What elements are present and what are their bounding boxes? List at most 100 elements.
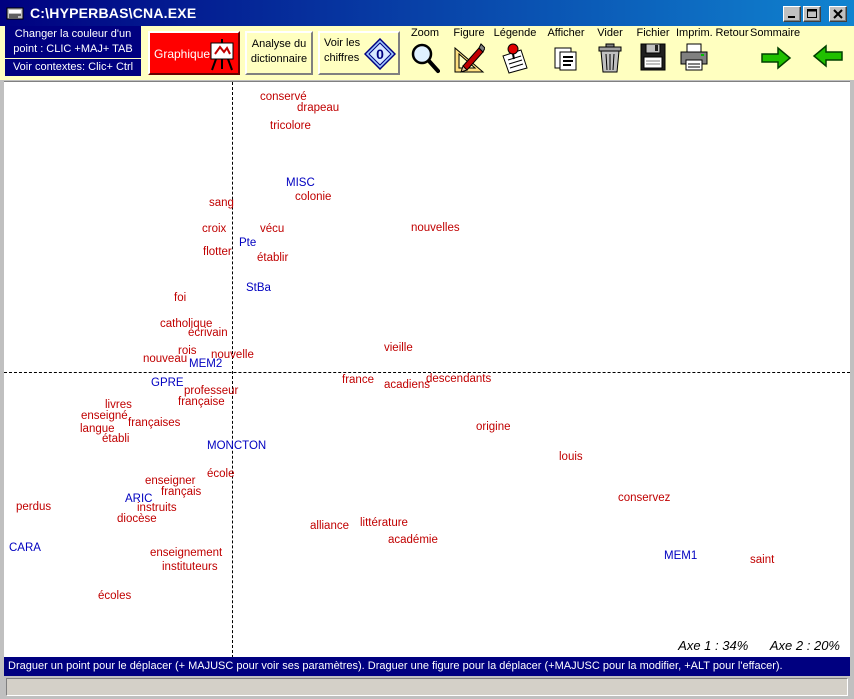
plot-point-39[interactable]: ARIC [125,493,153,505]
arrow-right-icon [732,42,733,43]
factor-map-plot[interactable]: conservé drapeau tricolore MISC colonie sang c… [4,81,850,658]
pencil-ruler-icon [454,43,485,73]
tool-vider-label: Vider [597,27,623,39]
plot-point-44[interactable]: alliance [310,520,349,532]
maximize-button[interactable] [803,6,821,22]
plot-point-33[interactable]: MONCTON [207,440,267,452]
tool-figure[interactable]: Figure [449,27,489,77]
tool-afficher[interactable]: Afficher [544,27,588,77]
plot-point-17[interactable]: rois [178,345,197,357]
voir-chiffres-button[interactable]: Voir les chiffres 0 [318,31,400,75]
tool-zoom[interactable]: Zoom [405,27,445,77]
plot-point-13[interactable]: foi [174,292,187,304]
plot-point-3[interactable]: MISC [286,177,315,189]
plot-point-36[interactable]: enseigner [145,475,196,487]
plot-point-18[interactable]: nouveau [143,353,188,365]
plot-point-16[interactable]: vieille [384,342,413,354]
plot-point-27[interactable]: livres [105,399,132,411]
plot-point-21[interactable]: GPRE [151,377,184,389]
tool-retour-label: Retour [715,27,749,39]
plot-point-30[interactable]: langue [80,423,115,435]
app-icon[interactable] [6,5,24,21]
diamond-zero-icon: 0 [364,38,396,70]
plot-point-34[interactable]: louis [559,451,583,463]
arrow-right-glyph[interactable] [760,46,792,70]
analyse-label: Analyse du dictionnaire [250,38,308,65]
tool-retour[interactable]: Retour [714,27,750,77]
axis2-percent: Axe 2 : 20% [769,638,840,653]
plot-point-22[interactable]: france [342,374,374,386]
plot-point-11[interactable]: établir [257,252,289,264]
arrow-left-glyph[interactable] [812,44,844,68]
plot-point-7[interactable]: vécu [260,223,285,235]
plot-point-29[interactable]: françaises [128,417,181,429]
horizontal-scrollbar[interactable] [6,678,848,696]
axis-horizontal [4,372,850,373]
graphique-label: Graphique [154,47,211,61]
plot-point-42[interactable]: diocèse [117,513,157,525]
plot-point-20[interactable]: MEM2 [189,358,223,370]
tool-fichier[interactable]: Fichier [634,27,672,77]
arrow-left-icon [774,42,775,43]
plot-point-41[interactable]: instruits [137,502,177,514]
plot-point-5[interactable]: sang [209,197,234,209]
plot-point-35[interactable]: école [207,468,235,480]
plot-point-24[interactable]: descendants [426,373,492,385]
minimize-icon [788,16,795,18]
plot-point-23[interactable]: acadiens [384,379,431,391]
plot-point-14[interactable]: catholique [160,318,213,330]
tool-afficher-label: Afficher [547,27,585,39]
graphique-button[interactable]: Graphique [148,31,240,75]
axis1-percent: Axe 1 : 34% [678,638,749,653]
analyse-dictionnaire-button[interactable]: Analyse du dictionnaire [245,31,313,75]
hint-change-color: Changer la couleur d'un point : CLIC +MA… [5,26,141,58]
tool-zoom-label: Zoom [410,27,440,39]
plot-point-51[interactable]: écoles [98,590,132,602]
plot-point-6[interactable]: croix [202,223,227,235]
plot-point-25[interactable]: professeur [184,385,239,397]
plot-point-12[interactable]: StBa [246,282,271,294]
plot-point-10[interactable]: flotter [203,246,232,258]
printer-icon [680,43,708,71]
plot-point-49[interactable]: saint [750,554,775,566]
tool-sommaire[interactable]: Sommaire [750,27,801,77]
floppy-disk-icon [640,43,666,71]
plot-point-40[interactable]: perdus [16,501,52,513]
plot-point-50[interactable]: instituteurs [162,561,218,573]
plot-point-45[interactable]: académie [388,534,438,546]
plot-point-48[interactable]: MEM1 [664,550,698,562]
plot-point-26[interactable]: française [178,396,225,408]
plot-point-1[interactable]: drapeau [297,102,340,114]
plot-point-8[interactable]: Pte [239,237,257,249]
plot-point-9[interactable]: nouvelles [411,222,460,234]
plot-point-28[interactable]: enseigné [81,410,128,422]
tool-legende[interactable]: Légende [492,27,538,77]
svg-text:0: 0 [376,46,384,62]
chiffres-label: Voir les chiffres [324,37,361,64]
tool-imprim-label: Imprim. [676,27,713,39]
plot-point-19[interactable]: nouvelle [211,349,254,361]
trash-can-icon [598,43,622,73]
plot-point-43[interactable]: littérature [360,517,408,529]
axes-inertia: Axe 1 : 34% Axe 2 : 20% [660,638,840,653]
plot-point-0[interactable]: conservé [260,91,307,103]
plot-point-2[interactable]: tricolore [270,120,311,132]
tool-legende-label: Légende [493,27,537,39]
close-button[interactable] [829,6,847,22]
magnifier-icon [411,43,440,73]
plot-point-31[interactable]: origine [476,421,511,433]
tool-vider[interactable]: Vider [595,27,625,77]
plot-point-37[interactable]: français [161,486,202,498]
plot-point-15[interactable]: écrivain [188,327,228,339]
minimize-button[interactable] [783,6,801,22]
hint-context: Voir contextes: Clic+ Ctrl [5,59,141,76]
tool-sommaire-label: Sommaire [750,27,801,39]
plot-point-47[interactable]: enseignement [150,547,223,559]
plot-point-32[interactable]: établi [102,433,130,445]
close-icon [833,9,843,19]
maximize-icon [807,9,817,18]
plot-point-4[interactable]: colonie [295,191,332,203]
tool-imprim[interactable]: Imprim. [676,27,713,77]
plot-point-38[interactable]: conservez [618,492,671,504]
plot-point-46[interactable]: CARA [9,542,41,554]
